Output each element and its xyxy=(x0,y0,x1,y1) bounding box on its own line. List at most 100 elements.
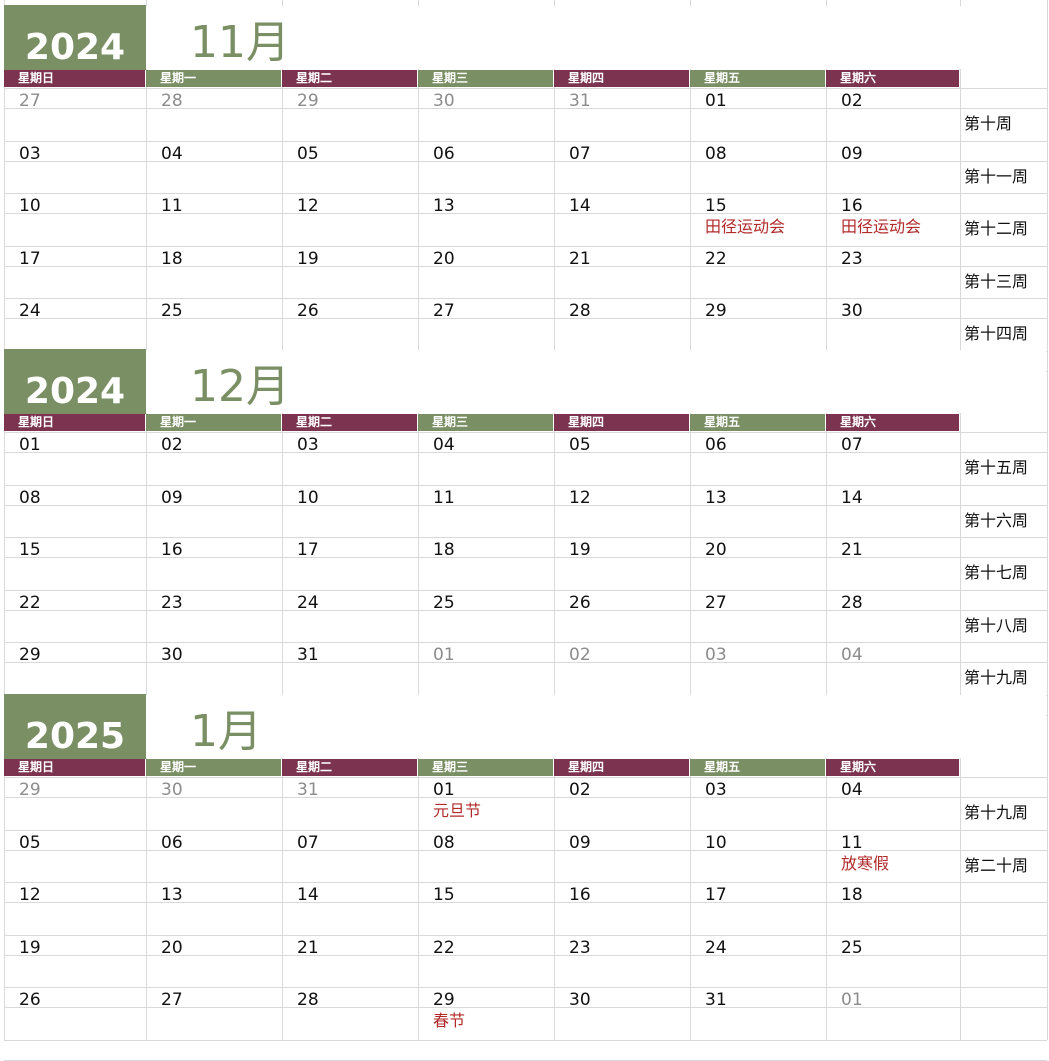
day-number: 08 xyxy=(433,832,455,853)
day-number: 07 xyxy=(841,435,863,455)
day-number: 19 xyxy=(297,248,319,269)
day-number: 15 xyxy=(19,540,41,561)
day-number: 13 xyxy=(705,487,727,508)
day-number: 24 xyxy=(19,301,41,322)
year-label: 2024 xyxy=(4,5,146,70)
grid-hline xyxy=(4,777,1047,778)
weekday-header: 星期一 xyxy=(146,414,281,431)
day-number: 26 xyxy=(297,301,319,322)
weekday-header: 星期六 xyxy=(826,70,959,87)
weekday-header: 星期日 xyxy=(4,414,145,431)
weekday-header: 星期二 xyxy=(282,70,417,87)
day-number: 10 xyxy=(19,196,41,217)
day-number: 26 xyxy=(569,592,591,613)
day-number: 09 xyxy=(161,487,183,508)
weekday-header: 星期六 xyxy=(826,759,959,776)
day-number: 01 xyxy=(19,435,41,455)
grid-hline xyxy=(4,246,1047,247)
week-number-label: 第十九周 xyxy=(964,803,1029,822)
weekday-header: 星期五 xyxy=(690,414,825,431)
day-number: 13 xyxy=(433,196,455,217)
day-number: 09 xyxy=(569,832,591,853)
event-label: 元旦节 xyxy=(433,801,482,820)
day-number: 07 xyxy=(297,832,319,853)
weekday-header: 星期一 xyxy=(146,70,281,87)
day-number: 17 xyxy=(297,540,319,561)
day-number: 30 xyxy=(161,645,183,666)
grid-vline xyxy=(282,0,283,1040)
day-number: 21 xyxy=(297,937,319,958)
day-number: 06 xyxy=(705,435,727,455)
day-number: 25 xyxy=(161,301,183,322)
week-number-label: 第十四周 xyxy=(964,324,1029,344)
day-number: 02 xyxy=(841,91,863,111)
grid-hline xyxy=(4,882,1047,883)
day-number: 14 xyxy=(841,487,863,508)
day-number: 11 xyxy=(433,487,455,508)
day-number: 23 xyxy=(161,592,183,613)
weekday-header: 星期三 xyxy=(418,414,553,431)
weekday-header: 星期一 xyxy=(146,759,281,776)
weekday-header: 星期三 xyxy=(418,70,553,87)
day-number: 10 xyxy=(705,832,727,853)
grid-vline xyxy=(146,0,147,1040)
day-number: 06 xyxy=(161,832,183,853)
day-number: 18 xyxy=(161,248,183,269)
week-number-label: 第二十周 xyxy=(964,855,1029,875)
day-number: 04 xyxy=(161,143,183,164)
week-number-label: 第十二周 xyxy=(964,219,1029,239)
day-number: 29 xyxy=(19,780,41,800)
day-number: 03 xyxy=(19,143,41,164)
day-number: 28 xyxy=(569,301,591,322)
day-number: 24 xyxy=(297,592,319,613)
day-number: 29 xyxy=(19,645,41,666)
day-number: 20 xyxy=(705,540,727,561)
day-number: 16 xyxy=(841,196,863,217)
grid-hline xyxy=(4,298,1047,299)
week-number-label: 第十九周 xyxy=(964,668,1029,688)
day-number: 20 xyxy=(161,937,183,958)
day-number: 21 xyxy=(841,540,863,561)
week-number-label: 第十五周 xyxy=(964,458,1029,477)
day-number: 08 xyxy=(19,487,41,508)
grid-hline xyxy=(4,88,1047,89)
day-number: 22 xyxy=(433,937,455,958)
weekday-header: 星期三 xyxy=(418,759,553,776)
grid-vline xyxy=(960,0,961,1040)
day-number: 22 xyxy=(705,248,727,269)
day-number: 03 xyxy=(705,780,727,800)
week-number-label: 第十八周 xyxy=(964,615,1029,635)
day-number: 31 xyxy=(569,91,591,111)
day-number: 14 xyxy=(569,196,591,217)
day-number: 07 xyxy=(569,143,591,164)
day-number: 21 xyxy=(569,248,591,269)
day-number: 28 xyxy=(297,990,319,1011)
week-number-label: 第十一周 xyxy=(964,166,1029,186)
grid-vline xyxy=(1047,0,1048,1040)
month-title: 11月 xyxy=(190,17,290,68)
week-number-label: 第十七周 xyxy=(964,563,1029,583)
day-number: 08 xyxy=(705,143,727,164)
grid-hline xyxy=(4,830,1047,831)
day-number: 09 xyxy=(841,143,863,164)
day-number: 17 xyxy=(19,248,41,269)
day-number: 01 xyxy=(841,990,863,1011)
day-number: 02 xyxy=(569,645,591,666)
day-number: 19 xyxy=(19,937,41,958)
day-number: 02 xyxy=(569,780,591,800)
day-number: 31 xyxy=(297,645,319,666)
event-label: 田径运动会 xyxy=(705,217,786,237)
day-number: 04 xyxy=(841,780,863,800)
day-number: 12 xyxy=(297,196,319,217)
month-header-area xyxy=(146,350,1046,413)
weekday-header: 星期五 xyxy=(690,759,825,776)
day-number: 28 xyxy=(161,91,183,111)
grid-vline xyxy=(418,0,419,1040)
weekday-header: 星期四 xyxy=(554,759,689,776)
day-number: 27 xyxy=(19,91,41,111)
day-number: 06 xyxy=(433,143,455,164)
day-number: 03 xyxy=(705,645,727,666)
day-number: 26 xyxy=(19,990,41,1011)
day-number: 31 xyxy=(705,990,727,1011)
day-number: 14 xyxy=(297,885,319,906)
